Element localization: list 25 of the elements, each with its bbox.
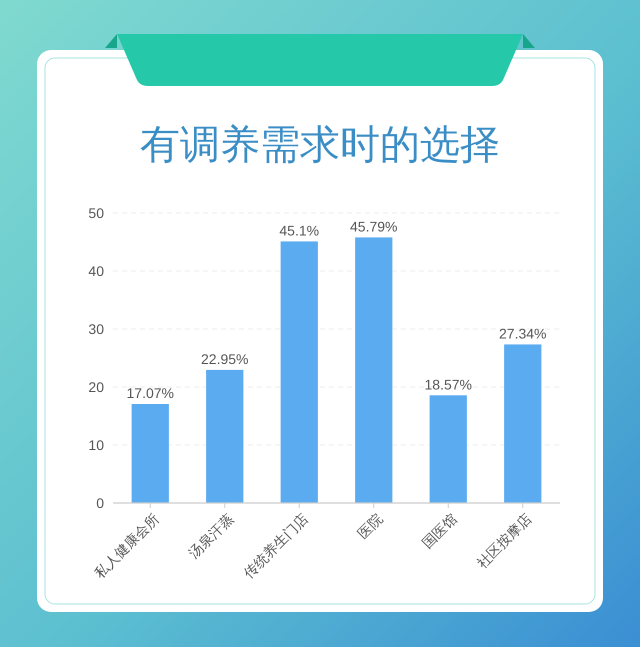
x-tick-label: 私人健康会所 <box>91 510 162 582</box>
bar <box>132 404 169 503</box>
data-label: 17.07% <box>126 384 174 401</box>
y-tick-label: 40 <box>88 263 104 279</box>
y-tick-label: 20 <box>88 379 104 395</box>
x-tick-label: 社区按摩店 <box>474 510 534 572</box>
chart-title: 有调养需求时的选择 <box>140 123 500 167</box>
x-tick-label: 医院 <box>354 510 386 542</box>
bar <box>355 237 392 503</box>
y-tick-label: 10 <box>88 437 104 453</box>
y-tick-label: 30 <box>88 321 104 337</box>
bar <box>504 344 542 503</box>
x-tick-label: 传统养生门店 <box>240 510 311 582</box>
data-label: 27.34% <box>499 325 546 342</box>
y-tick-label: 50 <box>88 205 104 221</box>
bar <box>430 395 467 503</box>
data-label: 45.1% <box>279 222 320 238</box>
data-label: 18.57% <box>424 376 472 392</box>
y-tick-label: 0 <box>96 495 104 511</box>
bar <box>206 370 244 503</box>
data-label: 45.79% <box>350 218 398 234</box>
x-tick-label: 国医馆 <box>418 510 460 552</box>
data-label: 22.95% <box>201 350 248 367</box>
bar <box>280 241 318 503</box>
x-tick-label: 汤泉汗蒸 <box>185 510 236 562</box>
